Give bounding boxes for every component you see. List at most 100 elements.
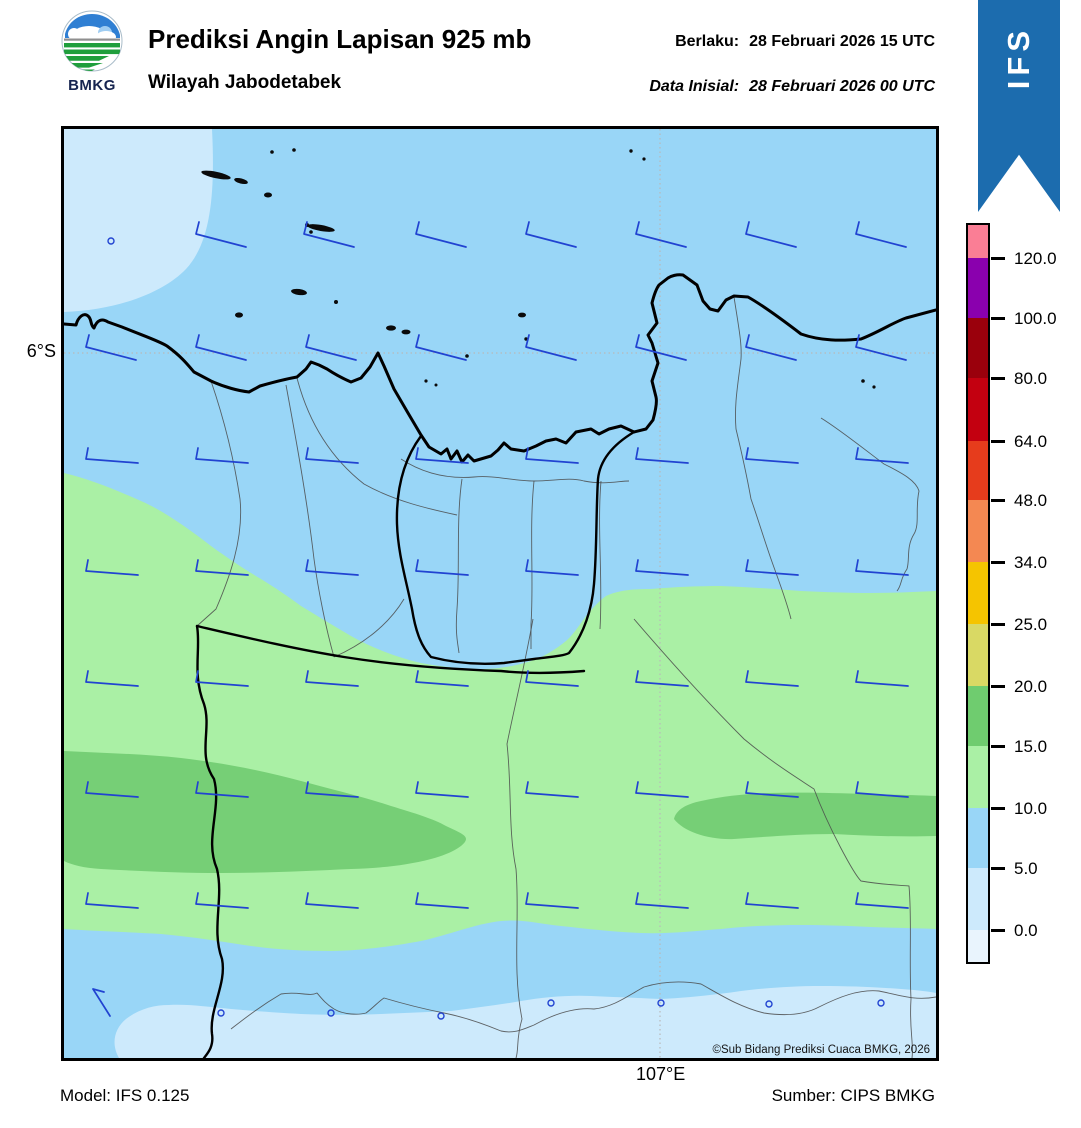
model-caption: Model: IFS 0.125 [60,1086,190,1105]
wind-barb [745,670,799,687]
init-time-value: 28 Februari 2026 00 UTC [749,78,935,95]
wind-barb [635,221,687,248]
band-10-15-belt [64,473,936,1058]
colorbar-segment [968,318,988,378]
wind-barb [85,334,137,361]
colorbar-bar [966,223,990,964]
wind-barb [195,892,249,909]
bmkg-logo: BMKG [52,8,132,94]
wind-barb [525,221,577,248]
colorbar-tick [991,499,1005,502]
valid-time-line: Berlaku: 28 Februari 2026 15 UTC [675,33,935,51]
wind-barb [745,559,799,576]
band-15-20-east-lobe [674,792,936,840]
page-subtitle: Wilayah Jabodetabek [148,72,342,93]
latitude-label: 6°S [26,341,56,361]
colorbar-tick [991,623,1005,626]
page-title: Prediksi Angin Lapisan 925 mb [148,24,532,54]
wind-barb [745,334,797,361]
wind-barb [635,781,689,798]
band-0-5-south [114,986,936,1058]
wind-barb [855,670,909,687]
wind-barb [525,447,579,464]
wind-barb [855,781,909,798]
wind-barb [635,447,689,464]
calm-wind-circle [217,1009,225,1017]
wind-barb [415,447,469,464]
map-canvas: ©Sub Bidang Prediksi Cuaca BMKG, 2026 [61,126,939,1061]
wind-barb [745,221,797,248]
colorbar-tick-label: 5.0 [1014,859,1038,878]
colorbar-segment [968,930,988,962]
wind-barb [85,447,139,464]
colorbar-segment [968,746,988,808]
colorbar-tick [991,807,1005,810]
wind-barb [415,892,469,909]
calm-wind-circle [437,1012,445,1020]
calm-wind-circle [657,999,665,1007]
wind-barb [415,334,467,361]
wind-barb [415,781,469,798]
coastline [62,273,938,464]
wind-barb [635,892,689,909]
colorbar-segment [968,562,988,624]
wind-barb [855,334,907,361]
ifs-ribbon-label: IFS [1001,26,1036,90]
wind-barb [85,781,139,798]
wind-barb [305,334,357,361]
wind-barb [525,334,577,361]
colorbar-tick-label: 120.0 [1014,249,1057,268]
wind-barb [195,334,247,361]
colorbar-segment [968,868,988,930]
wind-barb [305,781,359,798]
wind-barb [855,892,909,909]
colorbar-segment [968,500,988,562]
longitude-label: 107°E [636,1064,686,1084]
band-15-20-west-lobe [64,751,466,873]
wind-barb [855,447,909,464]
calm-wind-circle [547,999,555,1007]
calm-wind-circle [327,1009,335,1017]
wind-barbs-layer [85,221,909,1020]
colorbar-segment [968,441,988,500]
valid-time-value: 28 Februari 2026 15 UTC [749,33,935,50]
colorbar-segment [968,378,988,441]
colorbar-tick [991,929,1005,932]
colorbar-tick-label: 48.0 [1014,491,1048,510]
colorbar-tick [991,867,1005,870]
wind-barb [195,559,249,576]
wind-barb [195,221,247,248]
colorbar-tick [991,440,1005,443]
wind-barb [525,670,579,687]
colorbar-tick-label: 100.0 [1014,309,1057,328]
colorbar-tick-label: 10.0 [1014,799,1048,818]
calm-wind-circle [877,999,885,1007]
colorbar-tick-label: 64.0 [1014,432,1048,451]
colorbar-segment [968,258,988,318]
colorbar-tick-label: 34.0 [1014,553,1048,572]
colorbar: 120.0 100.0 80.0 64.0 48.0 34.0 25.0 20.0 15.0 10… [966,223,1081,968]
wind-barb [85,892,139,909]
wind-barb [525,559,579,576]
wind-barb [635,559,689,576]
colorbar-tick-label: 25.0 [1014,615,1048,634]
colorbar-tick [991,257,1005,260]
wind-barb [855,559,909,576]
init-time-label: Data Inisial: [649,78,740,95]
colorbar-segment [968,624,988,686]
wind-barb [305,892,359,909]
wind-barb [195,447,249,464]
calm-wind-circle [765,1000,773,1008]
map-copyright: ©Sub Bidang Prediksi Cuaca BMKG, 2026 [712,1044,930,1056]
valid-time-label: Berlaku: [675,33,740,50]
ifs-model-ribbon: IFS [978,0,1060,212]
colorbar-segment [968,225,988,258]
colorbar-tick-label: 80.0 [1014,369,1048,388]
wind-barb [635,670,689,687]
wind-map: ©Sub Bidang Prediksi Cuaca BMKG, 2026 [62,129,938,1060]
wind-barb [855,221,907,248]
band-0-5-topleft [64,129,213,312]
colorbar-segment [968,686,988,746]
wind-barb [85,670,139,687]
